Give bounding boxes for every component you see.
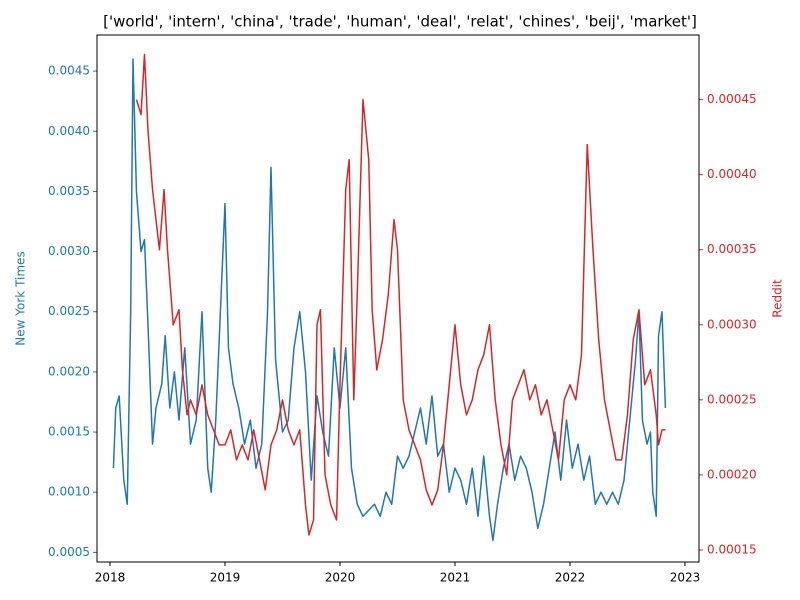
x-tick-label: 2019	[210, 571, 241, 585]
x-tick-label: 2021	[440, 571, 471, 585]
y-tick-label: 0.0025	[48, 304, 90, 318]
chart-title: ['world', 'intern', 'china', 'trade', 'h…	[103, 13, 697, 31]
y2-tick-label: 0.00020	[707, 467, 757, 481]
y-tick-label: 0.0010	[48, 485, 90, 499]
x-tick-label: 2022	[555, 571, 586, 585]
y-tick-label: 0.0020	[48, 364, 90, 378]
x-tick-label: 2023	[670, 571, 701, 585]
y-tick-label: 0.0005	[48, 545, 90, 559]
y2-tick-label: 0.00025	[707, 392, 757, 406]
x-tick-label: 2018	[95, 571, 126, 585]
y-tick-label: 0.0040	[48, 124, 90, 138]
x-tick-label: 2020	[325, 571, 356, 585]
y2-tick-label: 0.00045	[707, 92, 757, 106]
y-tick-label: 0.0045	[48, 64, 90, 78]
y2-axis-label: Reddit	[771, 279, 785, 318]
y2-tick-label: 0.00040	[707, 167, 757, 181]
y2-tick-label: 0.00015	[707, 542, 757, 556]
y-tick-label: 0.0030	[48, 244, 90, 258]
series-line	[135, 53, 666, 536]
y-axis-label: New York Times	[14, 251, 28, 345]
plot-frame	[96, 34, 700, 563]
y2-tick-label: 0.00030	[707, 317, 757, 331]
y-tick-label: 0.0035	[48, 184, 90, 198]
series-line	[112, 58, 667, 542]
y-tick-label: 0.0015	[48, 425, 90, 439]
y2-tick-label: 0.00035	[707, 242, 757, 256]
